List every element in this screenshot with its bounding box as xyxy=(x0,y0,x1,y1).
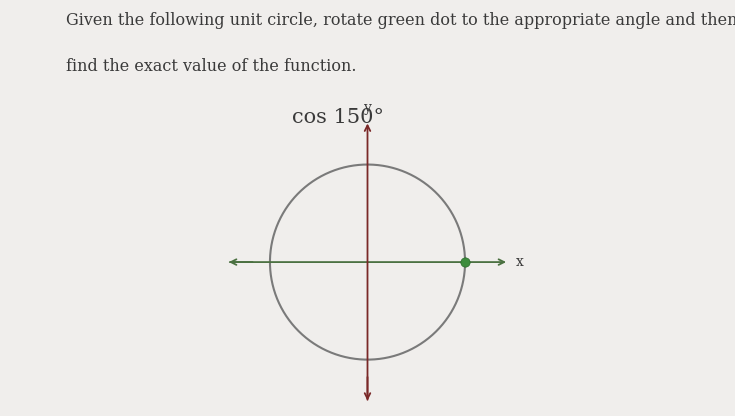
Text: y: y xyxy=(364,101,371,115)
Point xyxy=(459,259,471,265)
Text: find the exact value of the function.: find the exact value of the function. xyxy=(66,58,356,75)
Text: cos 150°: cos 150° xyxy=(292,108,384,127)
Text: x: x xyxy=(516,255,523,269)
Text: Given the following unit circle, rotate green dot to the appropriate angle and t: Given the following unit circle, rotate … xyxy=(66,12,735,30)
